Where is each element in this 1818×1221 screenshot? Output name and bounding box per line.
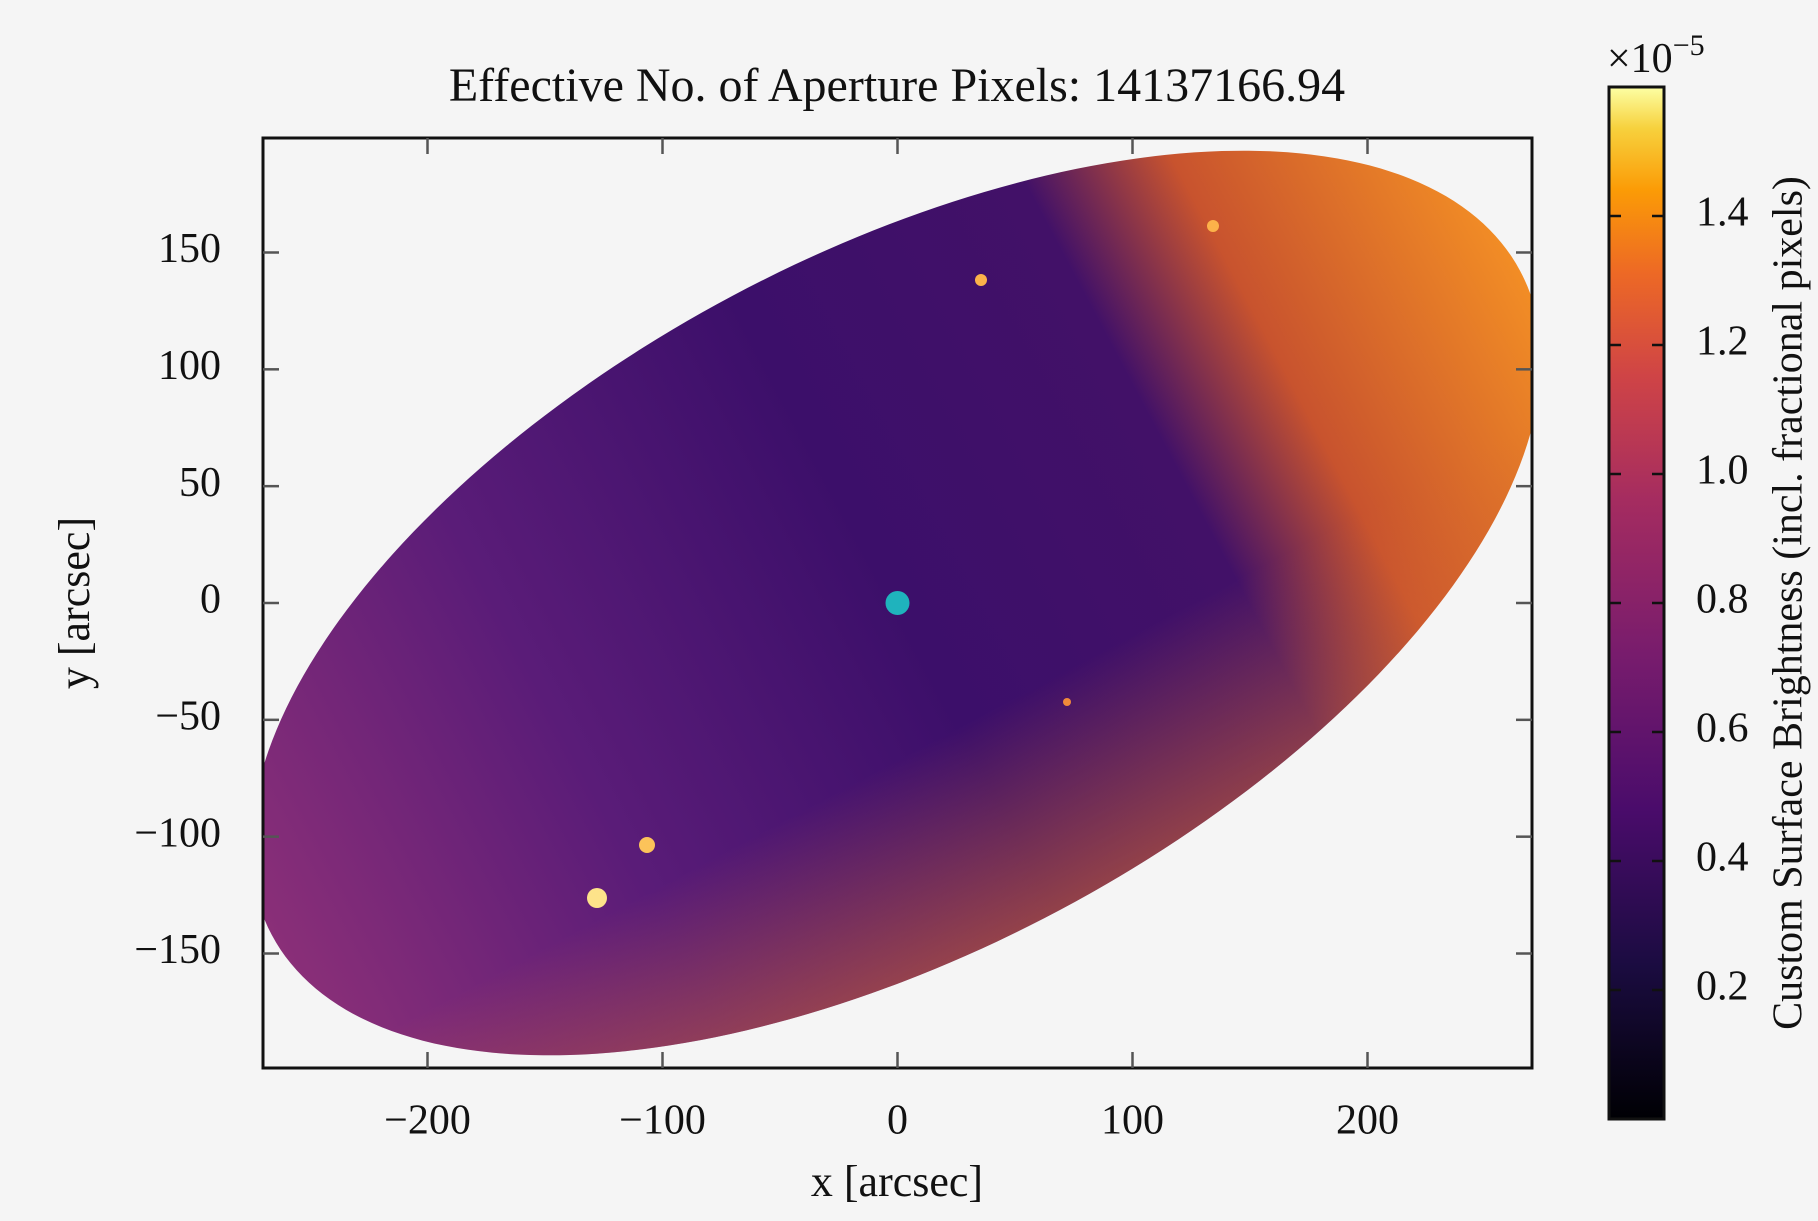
star [639, 837, 655, 853]
x-tick-label: 100 [1101, 1098, 1164, 1144]
y-tick-label: −50 [155, 693, 221, 739]
colorbar-tick-label: 1.4 [1696, 190, 1749, 236]
colorbar-label: Custom Surface Brightness (incl. fractio… [1766, 176, 1812, 1030]
y-tick-label: −150 [134, 927, 221, 973]
x-tick-label: −200 [384, 1098, 471, 1144]
y-axis-label: y [arcsec] [50, 517, 99, 689]
chart-title: Effective No. of Aperture Pixels: 141371… [449, 59, 1345, 112]
y-tick-label: 50 [179, 460, 221, 506]
colorbar-tick-label: 0.8 [1696, 577, 1749, 623]
colorbar-scale-exponent: −5 [1673, 29, 1705, 62]
colorbar-tick-label: 1.0 [1696, 448, 1749, 494]
x-tick-label: −100 [619, 1098, 706, 1144]
x-axis-label: x [arcsec] [811, 1157, 983, 1206]
star [1063, 698, 1071, 706]
x-tick-label: 200 [1336, 1098, 1399, 1144]
y-tick-label: 0 [200, 577, 221, 623]
star [975, 274, 987, 286]
colorbar-scale: ×10−5 [1607, 29, 1705, 82]
star [587, 888, 607, 908]
colorbar-tick-label: 0.6 [1696, 706, 1749, 752]
marker-point [886, 591, 910, 615]
y-tick-label: 150 [158, 226, 221, 272]
colorbar-scale-base: ×10 [1607, 36, 1673, 82]
chart: Effective No. of Aperture Pixels: 141371… [0, 0, 1818, 1221]
colorbar-tick-label: 1.2 [1696, 319, 1749, 365]
colorbar-tick-label: 0.2 [1696, 964, 1749, 1010]
x-tick-label: 0 [887, 1098, 908, 1144]
star [1207, 220, 1219, 232]
colorbar-tick-label: 0.4 [1696, 835, 1749, 881]
y-tick-label: −100 [134, 810, 221, 856]
y-tick-label: 100 [158, 343, 221, 389]
